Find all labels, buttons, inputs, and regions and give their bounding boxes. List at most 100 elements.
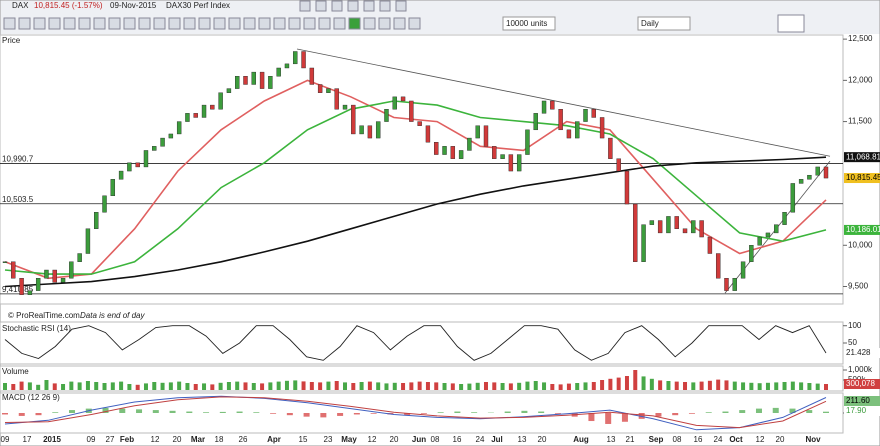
x-tick-label: Feb: [120, 435, 134, 444]
tool-icon[interactable]: [348, 17, 361, 30]
candle: [707, 236, 713, 254]
candle: [268, 76, 273, 89]
candle: [201, 104, 207, 118]
tool-icon[interactable]: [333, 17, 346, 30]
volume-bar: [790, 381, 795, 390]
rsi-line: [4, 325, 827, 361]
volume-bar: [417, 381, 422, 390]
trendline: [296, 48, 831, 157]
candle: [19, 278, 24, 295]
tool-icon[interactable]: [78, 17, 91, 30]
x-tick-label: 16: [453, 435, 462, 444]
credit: © ProRealTime.com: [8, 311, 80, 320]
candle: [152, 146, 157, 151]
units-input[interactable]: [502, 16, 556, 31]
tool-icon[interactable]: [408, 17, 421, 30]
candle: [823, 166, 829, 179]
volume-bar: [260, 383, 265, 390]
tool-icon[interactable]: [363, 0, 375, 12]
candle: [682, 228, 688, 234]
level-label: 10,503.5: [2, 195, 34, 204]
candle: [317, 84, 323, 93]
candle: [193, 113, 198, 118]
tool-icon[interactable]: [123, 17, 136, 30]
candle: [110, 179, 116, 197]
volume-bar: [77, 382, 82, 390]
tool-icon[interactable]: [3, 17, 16, 30]
volume-bar: [160, 382, 165, 390]
tool-icon[interactable]: [777, 14, 805, 33]
macd-bar: [705, 412, 712, 413]
tool-icon[interactable]: [393, 17, 406, 30]
tool-icon[interactable]: [318, 17, 331, 30]
value-tag-label: 17.90: [846, 406, 867, 415]
macd-bar: [219, 411, 226, 413]
volume-bar: [500, 383, 505, 390]
candle: [666, 216, 671, 234]
x-tick-label: May: [341, 435, 357, 444]
tool-icon[interactable]: [18, 17, 31, 30]
tool-icon[interactable]: [243, 17, 256, 30]
tool-icon[interactable]: [213, 17, 226, 30]
tool-icon[interactable]: [228, 17, 241, 30]
volume-bar: [127, 384, 132, 390]
candle: [52, 269, 57, 283]
tool-icon[interactable]: [395, 0, 407, 12]
volume-bar: [459, 384, 464, 390]
x-tick-label: 21: [626, 435, 635, 444]
candle: [492, 146, 497, 159]
macd-bar: [823, 411, 829, 413]
candle: [44, 269, 49, 279]
x-tick-label: Sep: [649, 435, 664, 444]
x-tick-label: 15: [299, 435, 308, 444]
candle: [633, 203, 638, 262]
tool-icon[interactable]: [48, 17, 61, 30]
tool-icon[interactable]: [347, 0, 359, 12]
volume-bar: [202, 383, 207, 390]
volume-bar: [69, 381, 74, 390]
value-tag: [844, 224, 880, 235]
volume-bar: [517, 382, 522, 390]
tool-icon[interactable]: [303, 17, 316, 30]
volume-bar: [226, 382, 231, 390]
tool-icon[interactable]: [93, 17, 106, 30]
candle: [815, 166, 820, 176]
candle: [276, 67, 281, 77]
value-tag: [844, 348, 880, 359]
volume-bar: [177, 381, 182, 390]
tool-icon[interactable]: [168, 17, 181, 30]
tool-icon[interactable]: [299, 0, 311, 12]
volume-bar: [44, 380, 49, 390]
tool-icon[interactable]: [198, 17, 211, 30]
volume-bar: [102, 383, 107, 390]
tool-icon[interactable]: [33, 17, 46, 30]
tool-icon[interactable]: [379, 0, 391, 12]
volume-bar: [716, 379, 721, 390]
tool-icon[interactable]: [63, 17, 76, 30]
tool-icon[interactable]: [258, 17, 271, 30]
tool-icon[interactable]: [331, 0, 343, 12]
tool-icon[interactable]: [153, 17, 166, 30]
tool-icon[interactable]: [288, 17, 301, 30]
candle: [384, 109, 389, 122]
candle: [674, 216, 679, 229]
signal-line: [4, 396, 827, 429]
tool-icon[interactable]: [363, 17, 376, 30]
volume-bar: [575, 383, 580, 390]
tool-icon[interactable]: [108, 17, 121, 30]
tool-icon[interactable]: [183, 17, 196, 30]
value-tag: [844, 406, 880, 416]
candle: [475, 125, 480, 139]
tool-icon[interactable]: [273, 17, 286, 30]
tool-icon[interactable]: [138, 17, 151, 30]
candle: [417, 121, 422, 126]
volume-bar: [533, 381, 538, 390]
tool-icon[interactable]: [315, 0, 327, 12]
period-select[interactable]: [637, 16, 691, 31]
volume-bar: [666, 381, 671, 390]
x-tick-label: Aug: [573, 435, 589, 444]
tool-icon[interactable]: [378, 17, 391, 30]
volume-bar: [600, 380, 605, 390]
volume-bar: [85, 381, 90, 390]
volume-bar: [442, 383, 447, 390]
